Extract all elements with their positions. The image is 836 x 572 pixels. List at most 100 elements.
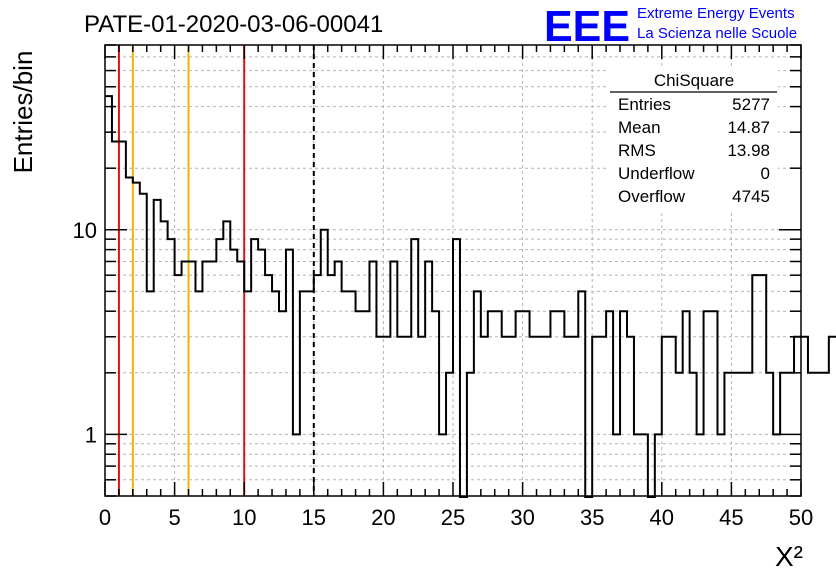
y-axis-label: Entries/bin xyxy=(8,51,38,174)
histogram-bar xyxy=(523,311,530,496)
logo-mark: EEE xyxy=(544,2,630,51)
histogram-bar xyxy=(481,337,488,496)
histogram-bar xyxy=(397,337,404,496)
histogram-bar xyxy=(578,291,585,496)
histogram-bar xyxy=(432,311,439,496)
histogram-bar xyxy=(300,291,307,496)
histogram-bar xyxy=(307,291,314,496)
histogram-bar xyxy=(829,337,836,496)
histogram-bar xyxy=(237,261,244,496)
x-tick-label: 45 xyxy=(719,505,743,530)
histogram-bar xyxy=(147,291,154,496)
histogram-bar xyxy=(272,291,279,496)
histogram-bar xyxy=(662,337,669,496)
chart-title: PATE-01-2020-03-06-00041 xyxy=(84,11,383,38)
stats-value-rms: 13.98 xyxy=(727,141,770,160)
histogram-bar xyxy=(543,337,550,496)
histogram-bar xyxy=(175,275,182,496)
histogram-bar xyxy=(216,239,223,496)
histogram-bar xyxy=(794,337,801,496)
histogram-bar xyxy=(154,200,161,496)
histogram-bar xyxy=(404,337,411,496)
histogram-bar xyxy=(557,311,564,496)
histogram-bar xyxy=(516,311,523,496)
x-tick-label: 50 xyxy=(789,505,813,530)
histogram-bar xyxy=(801,337,808,496)
histogram-bar xyxy=(182,261,189,496)
histogram-bar xyxy=(759,275,766,496)
x-tick-label: 20 xyxy=(371,505,395,530)
x-axis-label: X² xyxy=(775,541,803,572)
histogram-bar xyxy=(592,337,599,496)
x-tick-label: 5 xyxy=(168,505,180,530)
histogram-bar xyxy=(369,261,376,496)
histogram-bar xyxy=(704,311,711,496)
x-tick-label: 30 xyxy=(510,505,534,530)
histogram-bar xyxy=(342,291,349,496)
histogram-bar xyxy=(335,261,342,496)
histogram-bar xyxy=(244,291,251,496)
histogram-bar xyxy=(119,142,126,496)
histogram-bar xyxy=(550,311,557,496)
stats-label-overflow: Overflow xyxy=(618,187,686,206)
histogram-bar xyxy=(390,261,397,496)
histogram-bar xyxy=(112,142,119,496)
histogram-bar xyxy=(425,261,432,496)
stats-value-entries: 5277 xyxy=(732,95,770,114)
histogram-bar xyxy=(599,337,606,496)
histogram-bar xyxy=(530,337,537,496)
axes: 0 5 10 15 20 25 30 35 40 45 50 1 10 xyxy=(73,44,813,530)
histogram-bar xyxy=(564,337,571,496)
y-tick-label: 10 xyxy=(73,218,97,243)
histogram-bar xyxy=(620,311,627,496)
histogram-bar xyxy=(683,311,690,496)
eee-logo: EEE Extreme Energy Events La Scienza nel… xyxy=(544,2,797,51)
histogram-bar xyxy=(105,96,112,496)
histogram-bar xyxy=(752,275,759,496)
histogram-bar xyxy=(537,337,544,496)
histogram-bars xyxy=(105,95,836,498)
histogram-bar xyxy=(453,239,460,496)
stats-label-underflow: Underflow xyxy=(618,164,695,183)
stats-box: ChiSquare Entries 5277 Mean 14.87 RMS 13… xyxy=(608,68,778,210)
histogram-bar xyxy=(168,239,175,496)
histogram-bar xyxy=(363,311,370,496)
logo-line-2: La Scienza nelle Scuole xyxy=(637,25,797,42)
stats-title: ChiSquare xyxy=(654,71,734,90)
histogram-bar xyxy=(815,373,822,496)
cut-lines xyxy=(117,45,315,496)
stats-value-underflow: 0 xyxy=(761,164,770,183)
histogram-bar xyxy=(711,311,718,496)
histogram-bar xyxy=(571,337,578,496)
histogram-bar xyxy=(509,337,516,496)
stats-value-overflow: 4745 xyxy=(732,187,770,206)
stats-label-mean: Mean xyxy=(618,118,661,137)
histogram-bar xyxy=(606,311,613,496)
histogram-bar xyxy=(488,311,495,496)
histogram-bar xyxy=(822,373,829,496)
histogram-bar xyxy=(411,239,418,496)
histogram-bar xyxy=(349,291,356,496)
histogram-bar xyxy=(209,261,216,496)
histogram-bar xyxy=(195,291,202,496)
x-tick-label: 25 xyxy=(441,505,465,530)
histogram-bar xyxy=(627,337,634,496)
x-tick-label: 10 xyxy=(232,505,256,530)
histogram-bar xyxy=(202,261,209,496)
logo-line-1: Extreme Energy Events xyxy=(637,5,795,22)
x-tick-label: 40 xyxy=(650,505,674,530)
histogram-bar xyxy=(328,275,335,496)
stats-value-mean: 14.87 xyxy=(727,118,770,137)
stats-label-entries: Entries xyxy=(618,95,671,114)
histogram-bar xyxy=(808,373,815,496)
histogram-bar xyxy=(161,221,168,496)
histogram-outline xyxy=(105,95,836,498)
x-tick-label: 0 xyxy=(99,505,111,530)
histogram-bar xyxy=(474,291,481,496)
x-tick-label: 15 xyxy=(302,505,326,530)
x-tick-label: 35 xyxy=(580,505,604,530)
histogram-bar xyxy=(265,275,272,496)
y-tick-label: 1 xyxy=(85,422,97,447)
histogram-bar xyxy=(495,311,502,496)
